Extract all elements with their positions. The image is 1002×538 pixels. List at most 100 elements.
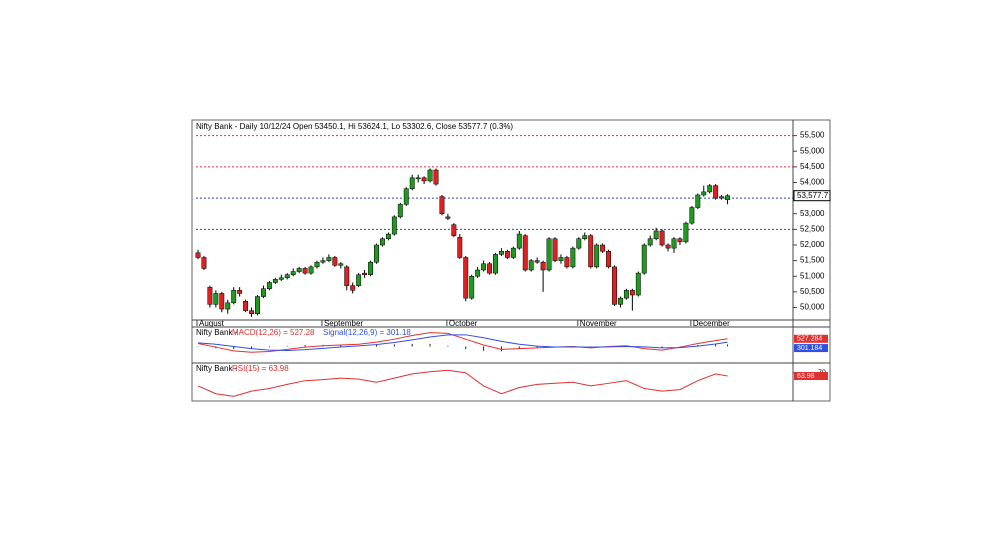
chart-title: Nifty Bank - Daily 10/12/24 Open 53450.1…: [196, 122, 513, 131]
candle-body: [606, 251, 611, 268]
candle-body: [403, 188, 409, 205]
candle-body: [427, 169, 433, 182]
macd-badge-label: 301.184: [797, 345, 822, 352]
candle-body: [433, 169, 439, 185]
candle-body: [391, 216, 397, 235]
candle-body: [576, 238, 582, 249]
candle-body: [207, 286, 213, 305]
candle-body: [320, 260, 326, 263]
x-tick-label: December: [693, 319, 730, 328]
candle-body: [231, 290, 237, 304]
macd-badge: [794, 344, 828, 353]
candle-body: [344, 266, 350, 286]
rsi-line: [197, 369, 728, 397]
candle-body: [445, 216, 451, 219]
candle-body: [641, 244, 647, 274]
candle-body: [647, 238, 653, 246]
candle-body: [219, 293, 225, 310]
candle-body: [677, 238, 683, 243]
candle-body: [522, 235, 528, 271]
y-tick-label: 52,000: [800, 240, 825, 249]
x-tick-label: August: [199, 319, 225, 328]
candle-body: [701, 191, 707, 196]
candle-body: [463, 257, 469, 299]
candle-body: [516, 233, 522, 249]
candle-body: [368, 261, 374, 275]
candle-body: [475, 269, 481, 277]
macd-line: [197, 334, 728, 352]
candle-body: [272, 279, 278, 283]
candle-body: [415, 177, 421, 180]
candle-body: [380, 238, 385, 246]
candle-body: [623, 290, 629, 299]
price-badge: [793, 190, 831, 202]
y-tick-label: 51,000: [800, 271, 825, 280]
rsi-label: RSI(15) = 63.98: [232, 364, 289, 373]
candle-body: [558, 257, 564, 261]
candle-body: [457, 236, 463, 258]
x-tick-label: November: [580, 319, 617, 328]
rsi-badge: [794, 371, 828, 380]
candle-body: [582, 235, 588, 239]
candle-body: [421, 177, 427, 182]
y-tick-label: 54,000: [800, 178, 825, 187]
candle-body: [243, 301, 249, 311]
candle-body: [528, 260, 534, 271]
candle-body: [689, 207, 695, 224]
candle-body: [439, 196, 445, 214]
macd-badge: [794, 334, 828, 343]
candle-body: [600, 244, 606, 252]
candle-body: [362, 272, 368, 275]
candle-body: [588, 235, 594, 268]
candle-body: [469, 276, 475, 299]
candle-body: [487, 263, 493, 274]
candle-body: [356, 274, 362, 286]
candle-body: [725, 195, 730, 200]
y-tick-label: 53,000: [800, 209, 825, 218]
candle-body: [540, 261, 546, 271]
candle-body: [564, 257, 570, 268]
candle-body: [570, 247, 576, 268]
candle-body: [326, 257, 332, 261]
macd-line: [197, 332, 728, 353]
candle-body: [266, 282, 272, 289]
candle-body: [707, 185, 713, 193]
candle-body: [397, 204, 403, 218]
candle-body: [695, 194, 701, 208]
y-tick-label: 51,500: [800, 256, 825, 265]
candle-body: [546, 238, 552, 271]
candle-body: [671, 238, 677, 249]
candle-body: [659, 230, 665, 246]
candle-body: [374, 244, 379, 263]
candle-body: [552, 238, 558, 261]
candle-body: [278, 277, 284, 280]
candle-body: [510, 247, 516, 258]
candle-body: [249, 310, 255, 314]
candle-body: [201, 257, 207, 269]
macd-label: MACD(12,26) = 527.28: [232, 328, 315, 337]
candle-body: [493, 254, 498, 274]
candle-body: [350, 285, 356, 291]
candle-body: [255, 296, 260, 314]
y-tick-label: 55,500: [800, 131, 825, 140]
candle-body: [629, 290, 635, 296]
price-badge-label: 53,577.7: [797, 191, 829, 200]
candle-body: [332, 257, 338, 266]
candle-body: [195, 252, 201, 258]
candle-body: [618, 297, 623, 305]
candle-body: [409, 177, 415, 189]
x-tick-label: October: [449, 319, 478, 328]
candle-body: [284, 274, 290, 279]
candle-body: [719, 196, 725, 199]
candle-body: [499, 251, 504, 255]
candle-body: [665, 244, 671, 249]
x-tick-label: September: [324, 319, 363, 328]
candle-body: [290, 271, 296, 275]
y-tick-label: 50,500: [800, 287, 825, 296]
rsi-prefix: Nifty Bank -: [196, 364, 238, 373]
y-tick-label: 50,000: [800, 303, 825, 312]
candle-body: [237, 290, 243, 294]
candle-body: [261, 288, 266, 297]
y-tick-label: 54,500: [800, 162, 825, 171]
candle-body: [612, 266, 617, 305]
